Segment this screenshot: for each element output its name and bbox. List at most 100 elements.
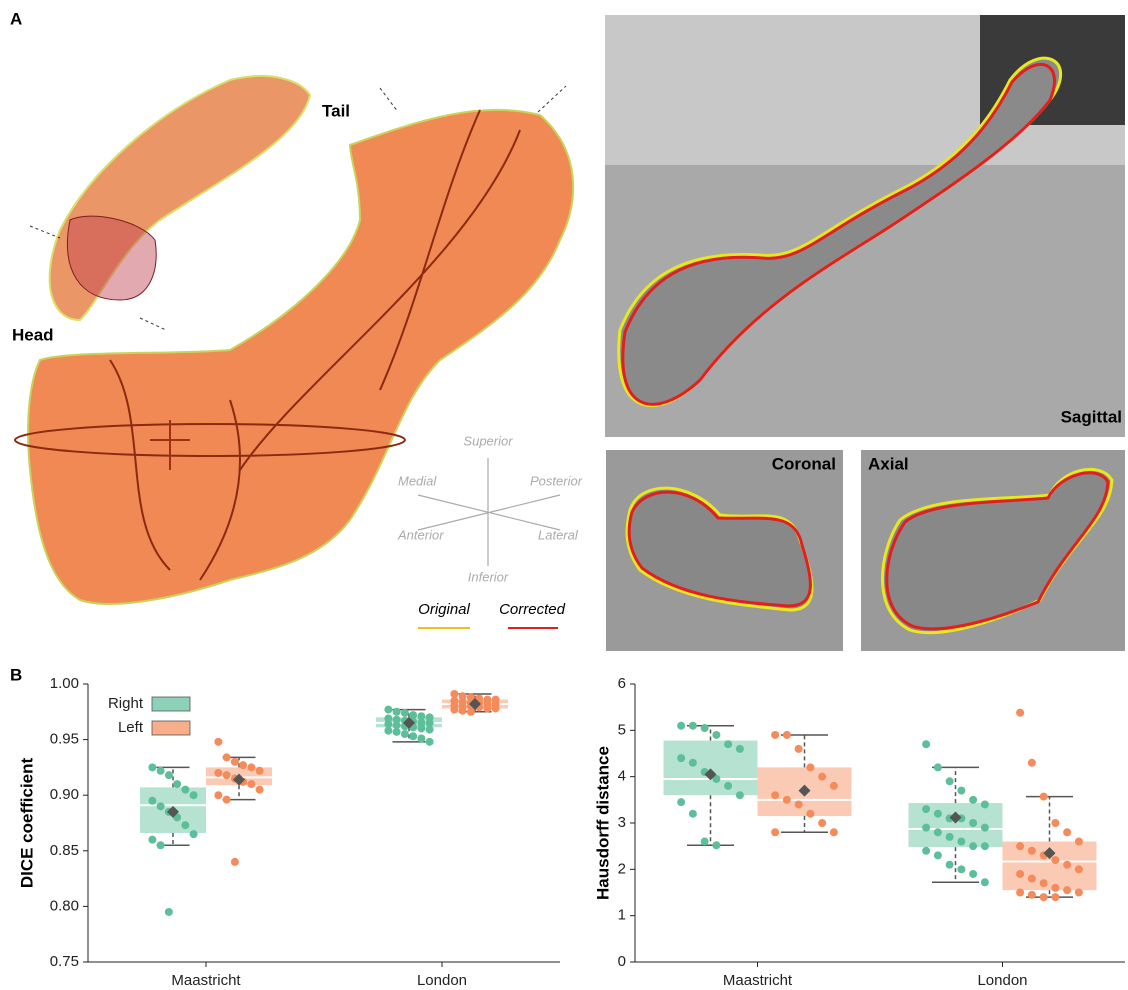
legend-label: Corrected xyxy=(499,601,566,618)
data-point xyxy=(783,796,791,804)
data-point xyxy=(256,786,264,794)
data-point xyxy=(247,780,255,788)
data-point xyxy=(677,798,685,806)
data-point xyxy=(981,824,989,832)
data-point xyxy=(981,878,989,886)
data-point xyxy=(934,810,942,818)
data-point xyxy=(724,782,732,790)
data-point xyxy=(239,761,247,769)
data-point xyxy=(689,759,697,767)
data-point xyxy=(934,828,942,836)
data-point xyxy=(157,767,165,775)
data-point xyxy=(969,870,977,878)
data-point xyxy=(712,841,720,849)
data-point xyxy=(1040,893,1048,901)
data-point xyxy=(1028,875,1036,883)
y-tick-label: 0.80 xyxy=(50,897,79,914)
data-point xyxy=(467,708,475,716)
y-tick-label: 0 xyxy=(618,953,626,970)
data-point xyxy=(934,763,942,771)
legend-label: Right xyxy=(108,695,144,712)
data-point xyxy=(771,731,779,739)
y-tick-label: 3 xyxy=(618,814,626,831)
data-point xyxy=(1016,709,1024,717)
view-label: Coronal xyxy=(772,454,836,473)
data-point xyxy=(426,738,434,746)
data-point xyxy=(426,726,434,734)
data-point xyxy=(157,802,165,810)
data-point xyxy=(922,740,930,748)
y-tick-label: 0.75 xyxy=(50,953,79,970)
data-point xyxy=(1016,889,1024,897)
legend-swatch xyxy=(152,697,190,711)
data-point xyxy=(957,838,965,846)
data-point xyxy=(393,708,401,716)
data-point xyxy=(818,773,826,781)
data-point xyxy=(783,731,791,739)
view-label: Axial xyxy=(868,454,909,473)
data-point xyxy=(181,786,189,794)
x-tick-label: London xyxy=(977,972,1027,989)
data-point xyxy=(701,838,709,846)
x-tick-label: London xyxy=(417,972,467,989)
data-point xyxy=(969,796,977,804)
data-point xyxy=(401,730,409,738)
data-point xyxy=(231,758,239,766)
data-point xyxy=(1075,838,1083,846)
data-point xyxy=(173,780,181,788)
data-point xyxy=(384,727,392,735)
data-point xyxy=(957,865,965,873)
data-point xyxy=(946,833,954,841)
data-point xyxy=(157,841,165,849)
render-3d xyxy=(15,76,573,604)
data-point xyxy=(946,861,954,869)
data-point xyxy=(830,828,838,836)
data-point xyxy=(148,836,156,844)
data-point xyxy=(677,722,685,730)
data-point xyxy=(393,728,401,736)
data-point xyxy=(1063,886,1071,894)
data-point xyxy=(1063,861,1071,869)
data-point xyxy=(1016,870,1024,878)
data-point xyxy=(1051,856,1059,864)
data-point xyxy=(148,763,156,771)
data-point xyxy=(1040,879,1048,887)
y-tick-label: 0.95 xyxy=(50,731,79,748)
data-point xyxy=(483,704,491,712)
legend-swatch xyxy=(152,721,190,735)
data-point xyxy=(934,851,942,859)
data-point xyxy=(795,745,803,753)
y-tick-label: 4 xyxy=(618,768,626,785)
data-point xyxy=(1028,891,1036,899)
data-point xyxy=(1040,793,1048,801)
data-point xyxy=(771,791,779,799)
x-tick-label: Maastricht xyxy=(171,972,241,989)
data-point xyxy=(1028,847,1036,855)
direction-label: Lateral xyxy=(538,527,579,542)
data-point xyxy=(922,824,930,832)
data-point xyxy=(214,791,222,799)
x-tick-label: Maastricht xyxy=(723,972,793,989)
data-point xyxy=(1051,819,1059,827)
data-point xyxy=(223,753,231,761)
figure: A Tail Head Superior Inferior Medial Pos… xyxy=(0,0,1128,990)
data-point xyxy=(981,800,989,808)
data-point xyxy=(981,842,989,850)
view-label: Sagittal xyxy=(1061,407,1122,426)
data-point xyxy=(223,796,231,804)
direction-label: Inferior xyxy=(468,569,509,584)
data-point xyxy=(1016,842,1024,850)
data-point xyxy=(1028,759,1036,767)
data-point xyxy=(712,731,720,739)
data-point xyxy=(165,771,173,779)
y-tick-label: 1.00 xyxy=(50,675,79,692)
data-point xyxy=(922,847,930,855)
panel-label: B xyxy=(10,665,22,684)
data-point xyxy=(384,706,392,714)
direction-label: Medial xyxy=(398,473,437,488)
data-point xyxy=(946,777,954,785)
data-point xyxy=(231,858,239,866)
data-point xyxy=(806,763,814,771)
data-point xyxy=(689,810,697,818)
data-point xyxy=(417,734,425,742)
